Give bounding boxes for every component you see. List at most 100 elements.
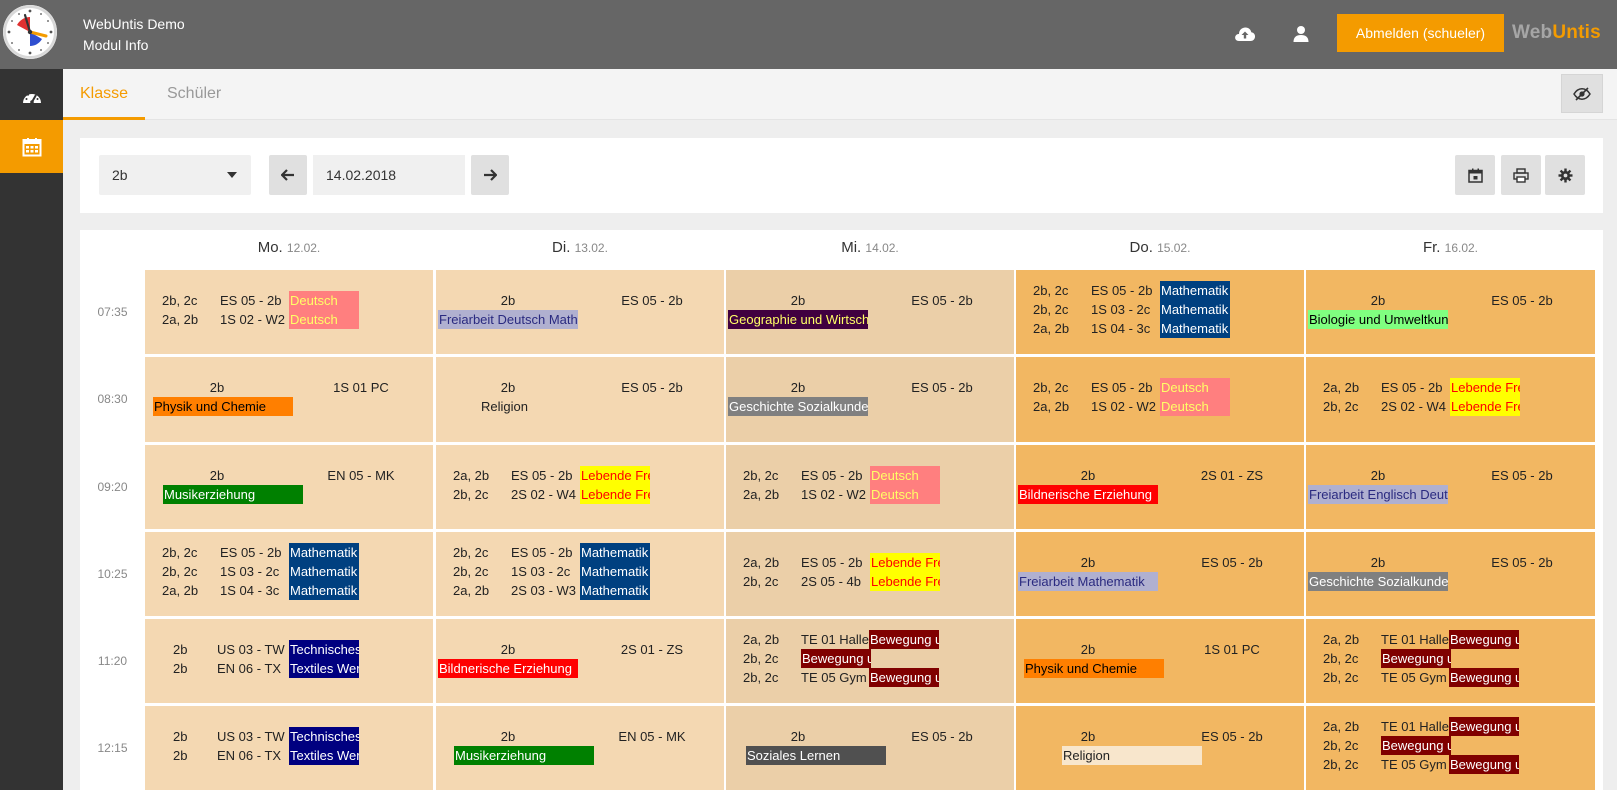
- next-week-button[interactable]: [471, 155, 509, 195]
- calendar-picker-button[interactable]: [1455, 155, 1495, 195]
- lesson-room: ES 05 - 2b: [911, 293, 973, 308]
- lesson-class: 2b: [1370, 293, 1386, 308]
- lesson-room: EN 06 - TX: [217, 661, 282, 676]
- period-time: 10:25: [97, 567, 128, 581]
- sidebar-item-dashboard[interactable]: [0, 70, 63, 123]
- lesson-subject: Textiles Werken: [289, 659, 359, 678]
- calendar-icon: [22, 137, 41, 156]
- lesson-subject: Lebende Fremdsprache: [580, 485, 650, 504]
- lesson-room: 1S 03 - 2c: [511, 564, 571, 579]
- clock-logo-icon[interactable]: [3, 5, 57, 59]
- lesson-room: ES 05 - 2b: [1201, 555, 1263, 570]
- lesson-room: 1S 03 - 2c: [1091, 302, 1151, 317]
- visibility-toggle-button[interactable]: [1561, 74, 1603, 113]
- lesson-cell[interactable]: 2b ES 05 - 2b Soziales Lernen: [726, 706, 1014, 790]
- day-header: Do. 15.02.: [1016, 239, 1304, 256]
- lesson-class: 2a, 2b: [1033, 321, 1070, 336]
- lesson-cell[interactable]: 2b 2S 01 - ZS Bildnerische Erziehung: [436, 619, 724, 703]
- lesson-class: 2b: [500, 293, 516, 308]
- lesson-subject: Geschichte Sozialkunde: [1308, 572, 1448, 591]
- period-time: 08:30: [97, 392, 128, 406]
- lesson-class: 2a, 2b: [1033, 399, 1070, 414]
- lesson-cell[interactable]: 2b 2S 01 - ZS Bildnerische Erziehung: [1016, 445, 1304, 529]
- lesson-subject: Lebende Fremdsprache: [1450, 378, 1520, 397]
- lesson-cell[interactable]: 2b ES 05 - 2b Geographie und Wirtschaftsku…: [726, 270, 1014, 354]
- lesson-cell[interactable]: 2b, 2c ES 05 - 2b Mathematik 2b, 2c 1S 03 - …: [1016, 270, 1304, 354]
- lesson-class: 2b, 2c: [162, 564, 198, 579]
- print-button[interactable]: [1501, 155, 1541, 195]
- lesson-subject: Textiles Werken: [289, 746, 359, 765]
- lesson-room: 2S 01 - ZS: [1200, 468, 1264, 483]
- lesson-cell[interactable]: 2b, 2c ES 05 - 2b Deutsch 2a, 2b 1S 02 - W2 D…: [726, 445, 1014, 529]
- lesson-cell[interactable]: 2b EN 05 - MK Musikerziehung: [436, 706, 724, 790]
- lesson-cell[interactable]: 2b, 2c ES 05 - 2b Deutsch 2a, 2b 1S 02 - W2 D…: [145, 270, 433, 354]
- day-date: 13.02.: [574, 241, 608, 255]
- lesson-cell[interactable]: 2b, 2c ES 05 - 2b Mathematik 2b, 2c 1S 03 - …: [436, 532, 724, 616]
- lesson-subject: Bewegung und Sport: [869, 668, 939, 687]
- lesson-subject: Mathematik: [580, 562, 650, 581]
- lesson-cell[interactable]: 2b ES 05 - 2b Religion: [1016, 706, 1304, 790]
- brand-part1: Web: [1512, 22, 1553, 43]
- lesson-subject: Lebende Fremdsprache: [1450, 397, 1520, 416]
- lesson-cell[interactable]: 2b ES 05 - 2b Freiarbeit Englisch Deutsch: [1306, 445, 1595, 529]
- lesson-room: 2S 03 - W3: [511, 583, 577, 598]
- settings-button[interactable]: [1545, 155, 1585, 195]
- lesson-cell[interactable]: 2a, 2b ES 05 - 2b Lebende Fremdsprache 2b, …: [436, 445, 724, 529]
- gear-icon: [1558, 168, 1572, 182]
- lesson-room: 1S 02 - W2: [1091, 399, 1157, 414]
- tab-klasse[interactable]: Klasse: [63, 69, 146, 120]
- lesson-subject: Deutsch: [870, 466, 940, 485]
- lesson-cell[interactable]: 2b, 2c ES 05 - 2b Mathematik 2b, 2c 1S 03 - …: [145, 532, 433, 616]
- app-title-block: WebUntis Demo Modul Info: [83, 14, 185, 56]
- lesson-subject: Deutsch: [289, 291, 359, 310]
- lesson-class: 2a, 2b: [743, 632, 780, 647]
- eye-slash-icon: [1573, 86, 1591, 101]
- lesson-room: 2S 01 - ZS: [620, 642, 684, 657]
- lesson-subject: Soziales Lernen: [746, 746, 886, 765]
- lesson-subject: Lebende Fremdsprache: [870, 553, 940, 572]
- lesson-cell[interactable]: 2a, 2b ES 05 - 2b Lebende Fremdsprache 2b, …: [1306, 357, 1595, 442]
- lesson-cell[interactable]: 2b US 03 - TW Technisches Werken 2b EN 06 - …: [145, 619, 433, 703]
- class-select[interactable]: 2b: [99, 155, 251, 195]
- lesson-cell[interactable]: 2b, 2c ES 05 - 2b Deutsch 2a, 2b 1S 02 - W2 D…: [1016, 357, 1304, 442]
- tab-schueler[interactable]: Schüler: [167, 85, 222, 102]
- lesson-subject: Religion: [481, 399, 528, 414]
- logout-button[interactable]: Abmelden (schueler): [1337, 14, 1504, 52]
- lesson-class: 2b: [173, 642, 188, 657]
- period-time: 12:15: [97, 741, 128, 755]
- lesson-subject: Bewegung und Sport: [801, 649, 871, 668]
- lesson-cell[interactable]: 2b US 03 - TW Technisches Werken 2b EN 06 - …: [145, 706, 433, 790]
- lesson-cell[interactable]: 2a, 2b ES 05 - 2b Lebende Fremdsprache 2b, …: [726, 532, 1014, 616]
- lesson-cell[interactable]: 2b ES 05 - 2b Geschichte Sozialkunde: [1306, 532, 1595, 616]
- date-input[interactable]: [313, 155, 465, 195]
- lesson-subject: Deutsch: [289, 310, 359, 329]
- period-time: 11:20: [97, 654, 128, 668]
- cloud-upload-icon[interactable]: [1233, 22, 1257, 46]
- lesson-subject: Religion: [1062, 746, 1202, 765]
- lesson-cell[interactable]: 2b ES 05 - 2b Religion: [436, 357, 724, 442]
- previous-week-button[interactable]: [269, 155, 307, 195]
- lesson-subject: Freiarbeit Mathematik: [1018, 572, 1158, 591]
- lesson-subject: Lebende Fremdsprache: [580, 466, 650, 485]
- sidebar-item-timetable[interactable]: [0, 120, 63, 173]
- lesson-cell[interactable]: 2b ES 05 - 2b Geschichte Sozialkunde: [726, 357, 1014, 442]
- lesson-room: ES 05 - 2b: [511, 545, 573, 560]
- user-icon[interactable]: [1289, 22, 1313, 46]
- lesson-subject: Lebende Fremdsprache: [870, 572, 940, 591]
- lesson-cell[interactable]: 2b ES 05 - 2b Freiarbeit Mathematik: [1016, 532, 1304, 616]
- day-name: Fr.: [1422, 239, 1441, 256]
- lesson-subject: Deutsch: [1160, 378, 1230, 397]
- lesson-subject: Mathematik: [289, 543, 359, 562]
- lesson-cell[interactable]: 2b 1S 01 PC Physik und Chemie: [1016, 619, 1304, 703]
- lesson-room: 1S 02 - W2: [220, 312, 286, 327]
- lesson-room: ES 05 - 2b: [220, 293, 282, 308]
- lesson-subject: Mathematik: [580, 543, 650, 562]
- lesson-cell[interactable]: 2b ES 05 - 2b Biologie und Umweltkunde: [1306, 270, 1595, 354]
- lesson-cell[interactable]: 2b 1S 01 PC Physik und Chemie: [145, 357, 433, 442]
- lesson-cell[interactable]: 2b ES 05 - 2b Freiarbeit Deutsch Mathemati…: [436, 270, 724, 354]
- lesson-room: TE 05 Gym: [801, 670, 867, 685]
- lesson-cell[interactable]: 2b EN 05 - MK Musikerziehung: [145, 445, 433, 529]
